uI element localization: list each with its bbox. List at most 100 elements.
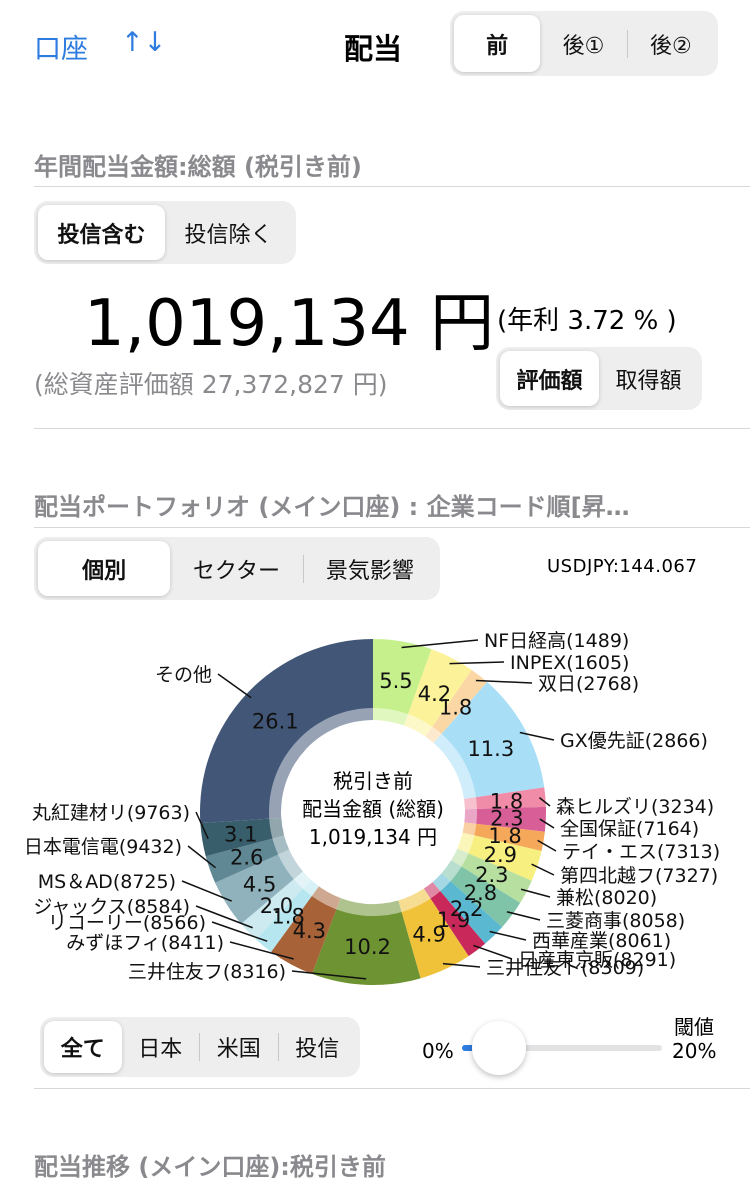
annual-section-title: 年間配当金額:総額 (税引き前) <box>34 153 362 181</box>
leader-line <box>520 888 551 898</box>
divider <box>34 1088 750 1089</box>
leader-line <box>538 797 551 807</box>
slice-name-label: みずほフィ(8411) <box>66 932 224 954</box>
leader-line <box>531 863 555 876</box>
leader-line <box>195 905 253 929</box>
slice-name-label: NF日経高(1489) <box>484 630 629 652</box>
slice-name-label: 三菱商事(8058) <box>546 910 685 932</box>
tab-after-tax-1[interactable]: 後① <box>562 33 605 59</box>
threshold-slider-thumb[interactable] <box>472 1021 526 1075</box>
tab-economic-impact[interactable]: 景気影響 <box>325 558 414 584</box>
leader-line <box>291 970 367 980</box>
slice-name-label: その他 <box>155 664 212 686</box>
tab-funds[interactable]: 投信 <box>295 1037 340 1062</box>
fund-filter-tabs: 投信含む 投信除く <box>34 201 296 264</box>
view-tabs: 個別 セクター 景気影響 <box>34 537 440 600</box>
tab-exclude-funds[interactable]: 投信除く <box>184 222 273 248</box>
leader-line <box>449 661 505 665</box>
tab-separator <box>626 29 628 58</box>
leader-line <box>473 944 513 960</box>
leader-line <box>217 673 252 699</box>
donut-slice[interactable] <box>464 787 546 810</box>
threshold-label: 閾値 <box>674 1015 714 1039</box>
donut-slice[interactable] <box>464 806 546 832</box>
slice-name-label: 三井住友ト(8309) <box>486 957 644 979</box>
slice-value-label: 4.3 <box>293 919 326 943</box>
slice-name-label: 日本電信電(9432) <box>24 836 182 858</box>
slice-name-label: 日産東京販(8291) <box>518 949 676 971</box>
slice-value-label: 4.2 <box>418 682 451 706</box>
tab-before-tax[interactable]: 前 <box>454 15 541 72</box>
slice-name-label: INPEX(1605) <box>510 652 629 674</box>
donut-slice[interactable] <box>433 681 545 799</box>
donut-slice[interactable] <box>215 849 303 924</box>
tab-after-tax-2[interactable]: 後② <box>649 33 692 59</box>
slice-value-label: 2.8 <box>464 881 497 905</box>
leader-line <box>195 811 209 840</box>
tax-tabs: 前 後① 後② <box>450 11 718 76</box>
donut-inner-ring <box>269 708 477 916</box>
leader-line <box>506 911 541 921</box>
slice-value-label: 26.1 <box>252 709 299 733</box>
donut-slice[interactable] <box>200 817 285 857</box>
donut-slice[interactable] <box>241 871 311 940</box>
donut-slice[interactable] <box>425 669 488 743</box>
sort-button[interactable]: ↑↓ <box>121 27 167 58</box>
donut-slice[interactable] <box>398 888 469 979</box>
slice-name-label: 丸紅建材リ(9763) <box>32 802 190 824</box>
slice-name-label: 三井住友フ(8316) <box>128 961 286 983</box>
slice-value-label: 3.1 <box>224 823 257 847</box>
donut-slice[interactable] <box>373 639 432 726</box>
tab-separator <box>277 1033 279 1061</box>
chart-center-label-1: 税引き前 <box>333 769 413 793</box>
annual-amount: 1,019,134 円 <box>84 287 495 361</box>
tab-include-funds[interactable]: 投信含む <box>38 205 165 260</box>
slice-value-label: 5.5 <box>379 669 412 693</box>
donut-slice[interactable] <box>462 822 545 851</box>
account-button[interactable]: 口座 <box>34 34 88 65</box>
donut-slice[interactable] <box>205 835 290 883</box>
slice-name-label: 第四北越フ(7327) <box>560 865 718 887</box>
annual-yield: (年利 3.72 % ) <box>497 306 677 336</box>
slice-value-label: 4.9 <box>412 923 445 947</box>
slice-name-label: 西華産業(8061) <box>532 930 671 952</box>
divider <box>34 428 750 429</box>
donut-slice[interactable] <box>451 848 532 903</box>
tab-us[interactable]: 米国 <box>216 1037 261 1062</box>
donut-slice[interactable] <box>256 879 319 952</box>
donut-slice[interactable] <box>432 873 503 944</box>
slice-value-label: 2.3 <box>490 807 523 831</box>
donut-slice[interactable] <box>457 832 542 881</box>
donut-slice[interactable] <box>404 649 472 737</box>
trend-section-title: 配当推移 (メイン口座):税引き前 <box>34 1153 386 1181</box>
dividend-donut-chart: 5.54.21.811.31.82.31.82.92.32.82.21.94.9… <box>24 630 720 985</box>
slider-max-label: 20% <box>672 1039 717 1063</box>
threshold-slider-track[interactable] <box>462 1045 662 1051</box>
donut-slice[interactable] <box>200 639 373 824</box>
tab-cost-basis[interactable]: 取得額 <box>615 368 682 394</box>
slice-name-label: 森ヒルズリ(3234) <box>556 796 714 818</box>
tab-market-value[interactable]: 評価額 <box>500 351 599 406</box>
page-title: 配当 <box>344 32 403 66</box>
tab-sector[interactable]: セクター <box>192 558 281 584</box>
slice-name-label: 兼松(8020) <box>556 887 657 909</box>
slice-value-label: 11.3 <box>467 737 514 761</box>
slice-value-label: 1.8 <box>490 789 523 813</box>
portfolio-section-title: 配当ポートフォリオ (メイン口座) : 企業コード順[昇… <box>34 493 630 521</box>
slice-value-label: 2.9 <box>484 843 517 867</box>
tab-individual[interactable]: 個別 <box>38 541 171 596</box>
divider <box>34 186 750 187</box>
slice-value-label: 1.8 <box>488 824 521 848</box>
tab-all[interactable]: 全て <box>44 1021 122 1073</box>
donut-slice[interactable] <box>271 886 341 974</box>
tab-japan[interactable]: 日本 <box>138 1037 183 1062</box>
donut-slice[interactable] <box>441 860 521 928</box>
fx-rate: USDJPY:144.067 <box>547 556 698 577</box>
donut-slice[interactable] <box>423 882 486 957</box>
slice-value-label: 1.9 <box>437 908 470 932</box>
donut-slice[interactable] <box>312 898 421 985</box>
slice-name-label: ジャックス(8584) <box>33 896 190 918</box>
chart-center-label-2: 配当金額 (総額) <box>302 797 444 821</box>
leader-line <box>475 679 533 684</box>
slice-name-label: 全国保証(7164) <box>560 818 699 840</box>
